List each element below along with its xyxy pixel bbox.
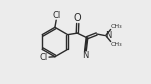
Text: CH₃: CH₃	[111, 42, 122, 47]
Text: N: N	[105, 31, 111, 40]
Text: N: N	[82, 51, 89, 60]
Text: Cl: Cl	[39, 53, 47, 62]
Text: CH₃: CH₃	[111, 24, 122, 29]
Text: Cl: Cl	[52, 11, 60, 20]
Text: O: O	[74, 13, 82, 23]
